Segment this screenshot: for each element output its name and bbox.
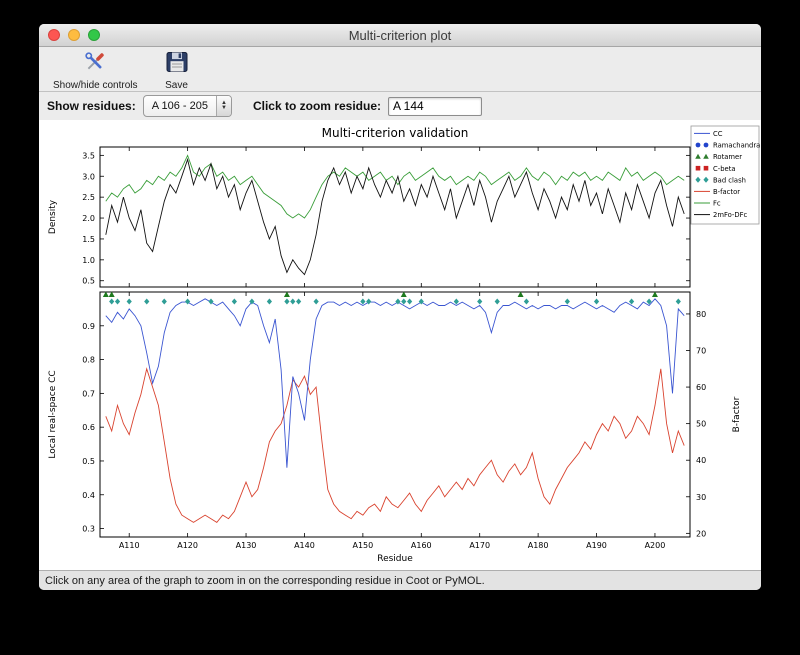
titlebar[interactable]: Multi-criterion plot (39, 24, 761, 47)
svg-text:Rotamer: Rotamer (713, 153, 742, 161)
svg-text:A130: A130 (236, 541, 257, 550)
tools-icon (82, 49, 108, 80)
figure-area: Multi-criterion validation A110 A120 A130 A1… (39, 120, 761, 570)
svg-text:0.6: 0.6 (82, 423, 95, 432)
controls-row: Show residues: A 106 - 205 ▲ ▼ Click to z… (39, 92, 761, 120)
svg-text:0.9: 0.9 (82, 322, 95, 331)
svg-text:3.5: 3.5 (82, 151, 95, 160)
svg-text:Fc: Fc (713, 200, 721, 208)
svg-text:A160: A160 (411, 541, 432, 550)
svg-text:A180: A180 (528, 541, 549, 550)
svg-text:0.3: 0.3 (82, 525, 95, 534)
multi-criterion-plot-window: Multi-criterion plot Show/hide controls (39, 24, 761, 590)
svg-text:Residue: Residue (377, 554, 413, 564)
save-button[interactable]: Save (164, 49, 190, 91)
svg-text:Multi-criterion validation: Multi-criterion validation (322, 126, 469, 140)
svg-text:2.0: 2.0 (82, 214, 95, 223)
toolbar: Show/hide controls Save (39, 47, 761, 92)
show-hide-controls-label: Show/hide controls (53, 80, 138, 91)
svg-text:A190: A190 (586, 541, 607, 550)
svg-text:Local real-space CC: Local real-space CC (48, 370, 58, 458)
status-bar: Click on any area of the graph to zoom i… (39, 570, 761, 590)
show-residues-label: Show residues: (47, 99, 136, 113)
stepper-arrows-icon[interactable]: ▲ ▼ (215, 96, 231, 116)
svg-text:0.4: 0.4 (82, 491, 95, 500)
svg-text:30: 30 (696, 493, 706, 502)
status-text: Click on any area of the graph to zoom i… (45, 574, 485, 587)
zoom-button[interactable] (88, 29, 100, 41)
svg-text:2.5: 2.5 (82, 193, 95, 202)
svg-text:A170: A170 (469, 541, 490, 550)
window-controls (48, 29, 100, 41)
svg-text:0.5: 0.5 (82, 457, 95, 466)
svg-text:B-factor: B-factor (713, 188, 740, 196)
svg-text:0.7: 0.7 (82, 389, 95, 398)
svg-text:1.0: 1.0 (82, 256, 95, 265)
svg-text:Bad clash: Bad clash (713, 176, 746, 184)
svg-text:2mFo-DFc: 2mFo-DFc (713, 211, 747, 219)
minimize-button[interactable] (68, 29, 80, 41)
residue-range-select[interactable]: A 106 - 205 ▲ ▼ (142, 95, 232, 117)
close-button[interactable] (48, 29, 60, 41)
multi-criterion-chart[interactable]: Multi-criterion validation A110 A120 A130 A1… (39, 120, 761, 570)
svg-text:1.5: 1.5 (82, 235, 95, 244)
save-floppy-icon (164, 49, 190, 80)
svg-text:B-factor: B-factor (732, 396, 742, 432)
svg-text:50: 50 (696, 420, 706, 429)
save-label: Save (165, 80, 188, 91)
svg-text:A110: A110 (119, 541, 140, 550)
svg-text:C-beta: C-beta (713, 165, 736, 173)
svg-text:A200: A200 (645, 541, 666, 550)
svg-text:0.5: 0.5 (82, 277, 95, 286)
svg-text:40: 40 (696, 456, 706, 465)
zoom-residue-label: Click to zoom residue: (252, 99, 381, 113)
svg-text:0.8: 0.8 (82, 356, 95, 365)
svg-text:A140: A140 (294, 541, 315, 550)
svg-text:80: 80 (696, 310, 706, 319)
show-hide-controls-button[interactable]: Show/hide controls (53, 49, 138, 91)
svg-text:Ramachandran: Ramachandran (713, 142, 761, 150)
svg-text:20: 20 (696, 529, 706, 538)
residue-range-value: A 106 - 205 (151, 100, 208, 112)
svg-text:60: 60 (696, 383, 706, 392)
svg-text:Density: Density (48, 199, 58, 234)
zoom-residue-input[interactable] (388, 96, 482, 116)
window-title: Multi-criterion plot (348, 27, 452, 43)
svg-text:70: 70 (696, 347, 706, 356)
svg-text:A150: A150 (352, 541, 373, 550)
svg-text:A120: A120 (177, 541, 198, 550)
svg-text:3.0: 3.0 (82, 172, 95, 181)
svg-text:CC: CC (713, 130, 723, 138)
